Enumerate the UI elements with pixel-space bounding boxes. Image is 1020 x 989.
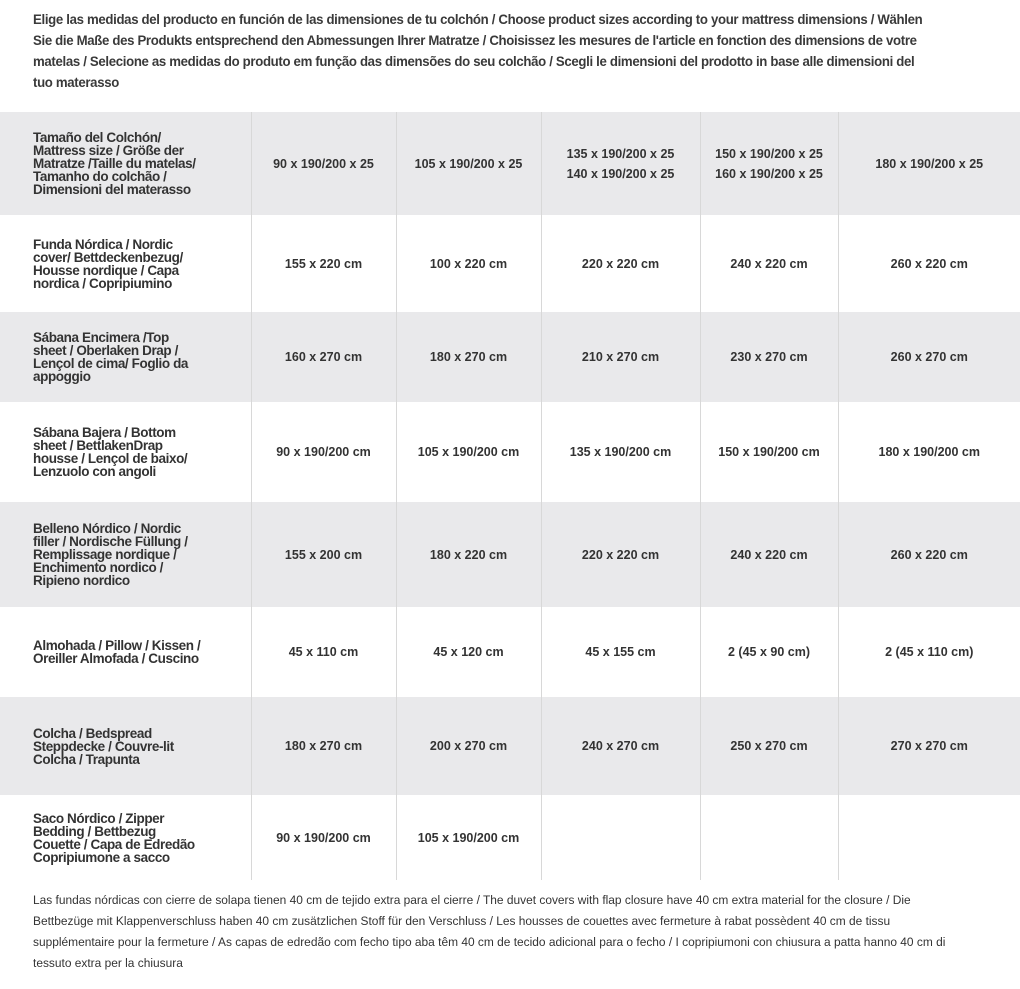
header-label: Tamaño del Colchón/ Mattress size / Größ…: [33, 130, 196, 197]
size-cell: 240 x 220 cm: [699, 215, 838, 312]
size-cell: 180 x 270 cm: [395, 312, 541, 402]
size-cell: 260 x 220 cm: [837, 215, 1020, 312]
table-row: Belleno Nórdico / Nordic filler / Nordis…: [0, 502, 1020, 607]
size-cell: 240 x 220 cm: [699, 502, 838, 607]
size-cell: 2 (45 x 90 cm): [699, 607, 838, 697]
size-cell: 250 x 270 cm: [699, 697, 838, 795]
table-row: Colcha / Bedspread Steppdecke / Couvre-l…: [0, 697, 1020, 795]
size-cell: 135 x 190/200 cm: [540, 402, 700, 502]
size-cell: 180 x 270 cm: [250, 697, 396, 795]
size-cell: 180 x 190/200 cm: [837, 402, 1020, 502]
size-cell: 220 x 220 cm: [540, 502, 700, 607]
size-cell: 45 x 155 cm: [540, 607, 700, 697]
size-cell: 90 x 190/200 cm: [250, 402, 396, 502]
size-cell: 45 x 110 cm: [250, 607, 396, 697]
size-cell: 200 x 270 cm: [395, 697, 541, 795]
size-cell: 2 (45 x 110 cm): [837, 607, 1020, 697]
header-col: 150 x 190/200 x 25 160 x 190/200 x 25: [699, 112, 838, 215]
row-label: Sábana Bajera / Bottom sheet / Bettlaken…: [33, 425, 188, 479]
header-col: 105 x 190/200 x 25: [395, 112, 541, 215]
row-label: Funda Nórdica / Nordic cover/ Bettdecken…: [33, 236, 183, 291]
table-row: Almohada / Pillow / Kissen / Oreiller Al…: [0, 607, 1020, 697]
size-cell: 105 x 190/200 cm: [395, 795, 541, 880]
size-cell: 90 x 190/200 cm: [250, 795, 396, 880]
row-label: Almohada / Pillow / Kissen / Oreiller Al…: [33, 638, 201, 666]
row-label: Sábana Encimera /Top sheet / Oberlaken D…: [33, 330, 189, 384]
table-row: Funda Nórdica / Nordic cover/ Bettdecken…: [0, 215, 1020, 312]
size-cell: [837, 795, 1020, 880]
size-cell: 220 x 220 cm: [540, 215, 700, 312]
size-cell: 260 x 220 cm: [837, 502, 1020, 607]
size-cell: 100 x 220 cm: [395, 215, 541, 312]
header-col: 180 x 190/200 x 25: [837, 112, 1020, 215]
size-cell: 45 x 120 cm: [395, 607, 541, 697]
size-cell: 270 x 270 cm: [837, 697, 1020, 795]
footer-note: Las fundas nórdicas con cierre de solapa…: [33, 893, 946, 970]
table-row: Saco Nórdico / Zipper Bedding / Bettbezu…: [0, 795, 1020, 880]
size-cell: 240 x 270 cm: [540, 697, 700, 795]
size-cell: 210 x 270 cm: [540, 312, 700, 402]
table-row: Sábana Bajera / Bottom sheet / Bettlaken…: [0, 402, 1020, 502]
size-cell: 260 x 270 cm: [837, 312, 1020, 402]
page-title: Elige las medidas del producto en funció…: [33, 12, 923, 91]
size-cell: 105 x 190/200 cm: [395, 402, 541, 502]
size-cell: [699, 795, 838, 880]
size-cell: 180 x 220 cm: [395, 502, 541, 607]
size-cell: [540, 795, 700, 880]
size-cell: 155 x 220 cm: [250, 215, 396, 312]
size-cell: 160 x 270 cm: [250, 312, 396, 402]
header-col: 90 x 190/200 x 25: [250, 112, 396, 215]
row-label: Belleno Nórdico / Nordic filler / Nordis…: [33, 521, 188, 588]
row-label: Colcha / Bedspread Steppdecke / Couvre-l…: [33, 725, 174, 767]
size-cell: 230 x 270 cm: [699, 312, 838, 402]
size-table: Tamaño del Colchón/ Mattress size / Größ…: [0, 112, 1020, 880]
table-row: Sábana Encimera /Top sheet / Oberlaken D…: [0, 312, 1020, 402]
row-label: Saco Nórdico / Zipper Bedding / Bettbezu…: [33, 810, 195, 865]
size-cell: 155 x 200 cm: [250, 502, 396, 607]
size-cell: 150 x 190/200 cm: [699, 402, 838, 502]
header-col: 135 x 190/200 x 25 140 x 190/200 x 25: [540, 112, 700, 215]
header-row: Tamaño del Colchón/ Mattress size / Größ…: [0, 112, 1020, 215]
